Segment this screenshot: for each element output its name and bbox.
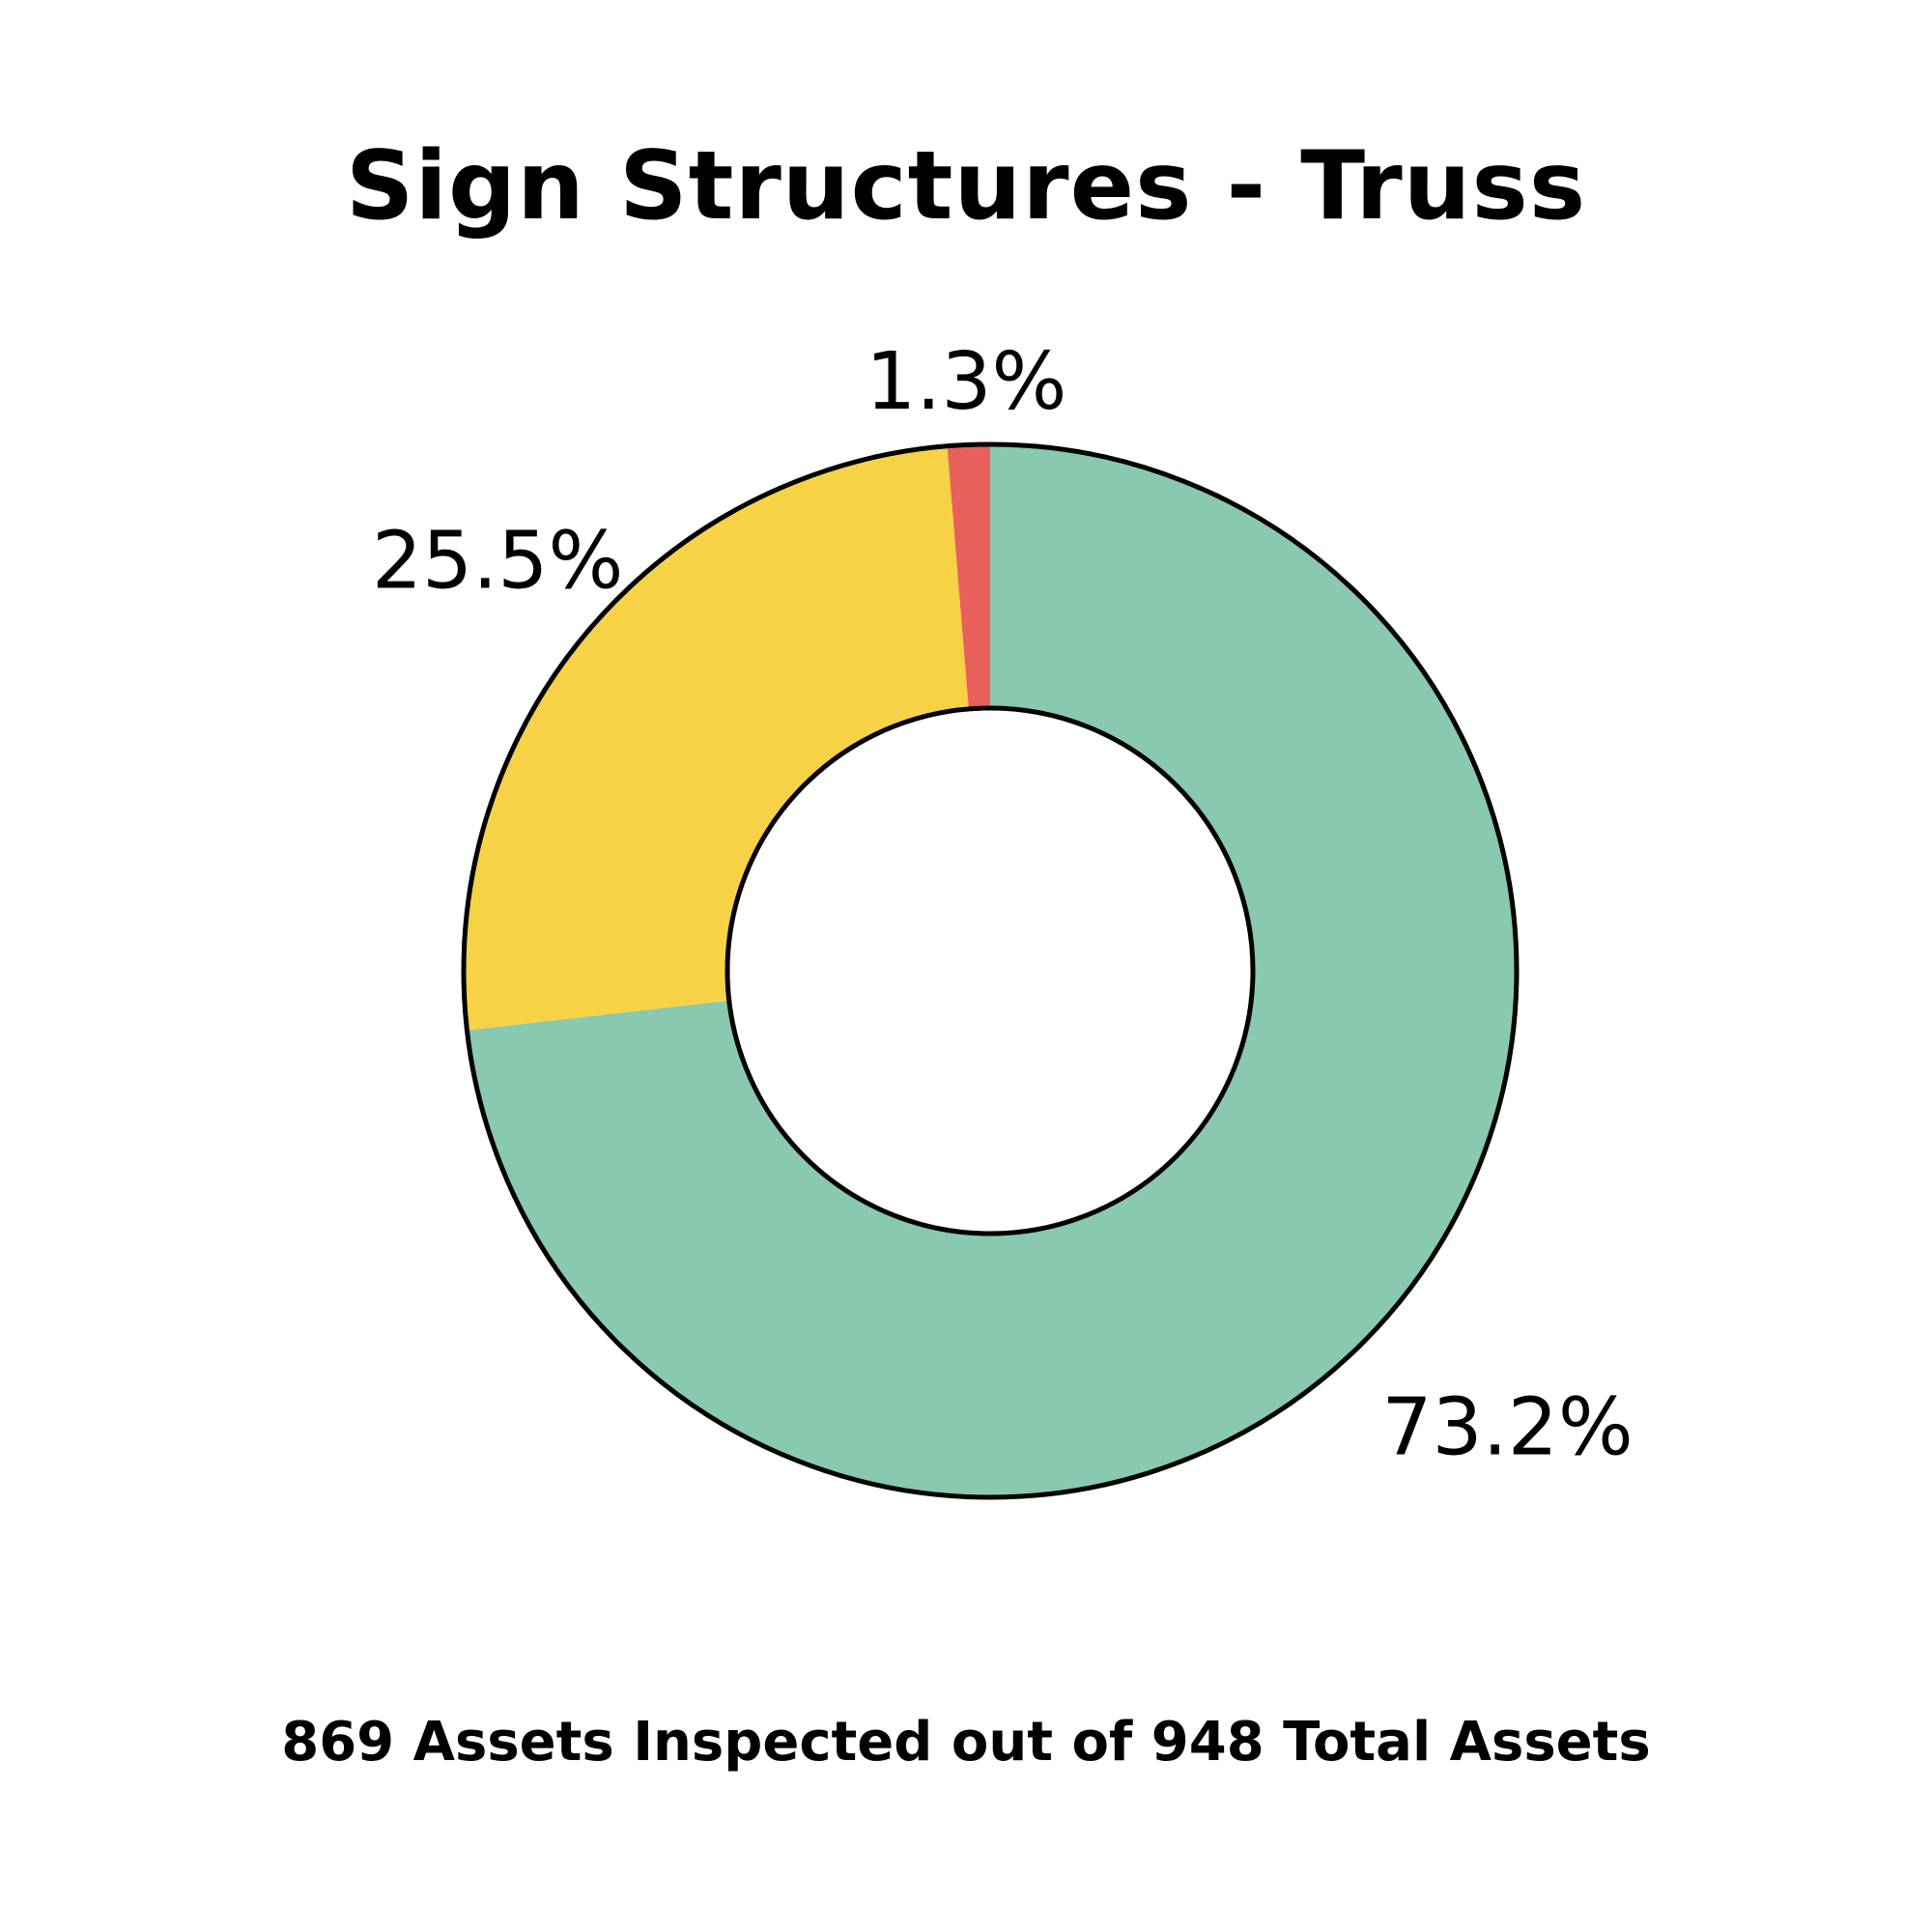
slice-25.5% xyxy=(463,445,969,1031)
chart-title: Sign Structures - Truss xyxy=(345,131,1587,242)
slice-73.2% xyxy=(467,444,1518,1497)
donut-slices xyxy=(461,441,1520,1500)
slice-1.3% xyxy=(947,444,990,709)
chart-footer: 869 Assets Inspected out of 948 Total As… xyxy=(281,1711,1651,1774)
slice-label: 73.2% xyxy=(1381,1382,1634,1474)
slice-labels: 73.2% 25.5% 1.3% xyxy=(372,336,1634,1474)
slice-label: 1.3% xyxy=(866,336,1066,428)
donut-inner-outline xyxy=(724,705,1256,1236)
donut-outer-outline xyxy=(461,441,1520,1500)
slice-label: 25.5% xyxy=(372,515,624,607)
